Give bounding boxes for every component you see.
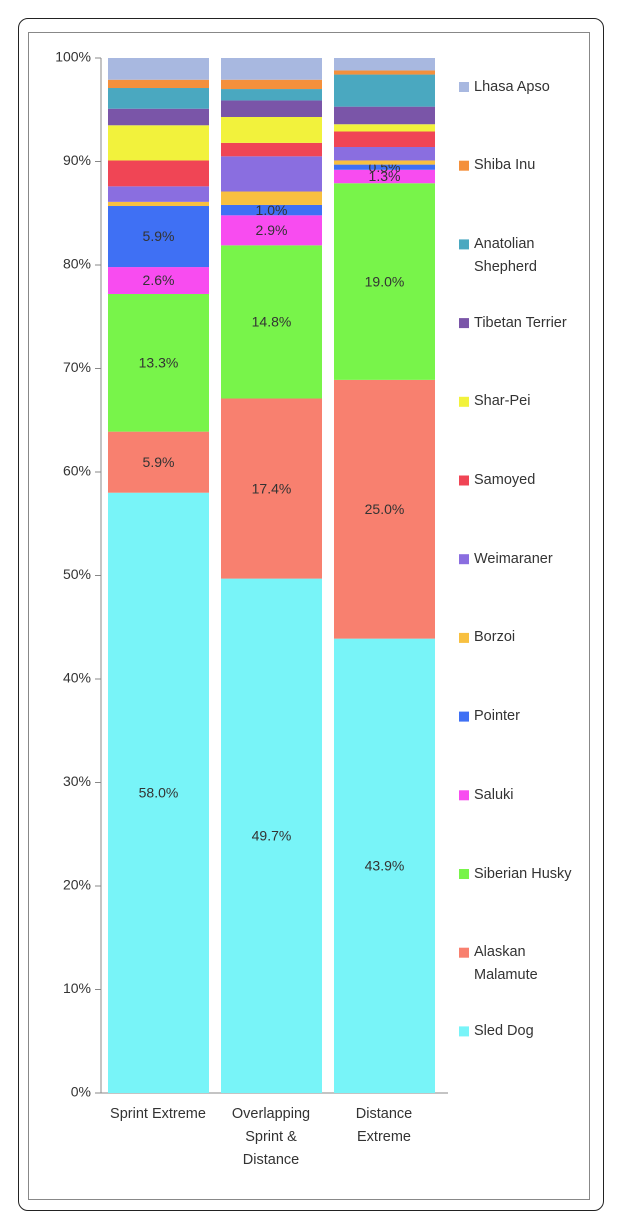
bar-segment bbox=[108, 492, 209, 1093]
legend-swatch bbox=[459, 554, 469, 565]
bar-segment bbox=[221, 204, 322, 216]
value-label: 1.0% bbox=[256, 202, 288, 218]
value-label: 14.8% bbox=[252, 314, 292, 330]
value-label: 25.0% bbox=[365, 501, 405, 517]
legend-label: Samoyed bbox=[474, 472, 536, 488]
legend-swatch bbox=[459, 160, 469, 171]
value-label: 58.0% bbox=[139, 785, 179, 801]
bar-segment bbox=[334, 58, 435, 71]
bar-segment bbox=[334, 160, 435, 165]
bar-segment bbox=[108, 267, 209, 294]
plot-frame bbox=[28, 32, 590, 1200]
bar-segment bbox=[221, 245, 322, 399]
y-tick-label: 10% bbox=[63, 980, 91, 996]
bar-segment bbox=[108, 88, 209, 109]
legend-swatch bbox=[459, 475, 469, 486]
legend-swatch bbox=[459, 869, 469, 879]
bar-segment bbox=[108, 125, 209, 161]
value-label: 2.9% bbox=[256, 222, 288, 238]
bar-segment bbox=[221, 142, 322, 157]
legend-label: Siberian Husky bbox=[474, 865, 572, 882]
y-tick-label: 70% bbox=[63, 359, 91, 375]
legend-label: Sled Dog bbox=[474, 1022, 534, 1039]
bar-segment bbox=[221, 156, 322, 192]
legend-label: Saluki bbox=[474, 786, 514, 803]
bar-segment bbox=[334, 70, 435, 75]
y-tick-label: 50% bbox=[63, 566, 91, 582]
bar-segment bbox=[221, 89, 322, 101]
bar-segment bbox=[108, 293, 209, 432]
y-tick-label: 80% bbox=[63, 256, 91, 272]
value-label: 19.0% bbox=[365, 273, 405, 289]
bar-segment bbox=[108, 431, 209, 493]
bar-segment bbox=[221, 100, 322, 117]
legend-swatch bbox=[459, 947, 469, 958]
value-label: 43.9% bbox=[365, 858, 405, 874]
x-tick-label: Distance Extreme bbox=[355, 1106, 413, 1145]
bar-segment bbox=[108, 201, 209, 207]
legend-swatch bbox=[459, 711, 469, 722]
legend-label: Lhasa Apso bbox=[474, 78, 550, 95]
bar-segment bbox=[221, 215, 322, 246]
y-tick-label: 100% bbox=[55, 49, 91, 65]
bar-segment bbox=[108, 186, 209, 202]
bar-segment bbox=[334, 164, 435, 170]
y-tick-label: 20% bbox=[63, 877, 91, 893]
y-tick-label: 90% bbox=[63, 152, 91, 168]
bar-segment bbox=[221, 578, 322, 1093]
x-tick-label: Overlapping Sprint & Distance bbox=[231, 1106, 311, 1168]
value-label: 2.6% bbox=[143, 272, 175, 288]
bar-segment bbox=[334, 106, 435, 125]
bar-segment bbox=[334, 638, 435, 1093]
bar-segment bbox=[108, 79, 209, 89]
bar-segment bbox=[108, 58, 209, 80]
legend-label: Borzoi bbox=[474, 629, 516, 646]
bar-segment bbox=[221, 116, 322, 143]
bar-segment bbox=[334, 169, 435, 184]
bar-segment bbox=[221, 79, 322, 90]
legend-label: Weimaraner bbox=[474, 550, 553, 567]
bar-segment bbox=[334, 124, 435, 132]
bar-segment bbox=[221, 398, 322, 579]
legend-label: Shiba Inu bbox=[474, 157, 536, 174]
value-label: 49.7% bbox=[252, 828, 292, 844]
legend-swatch bbox=[459, 396, 469, 407]
legend-swatch bbox=[459, 82, 469, 92]
bar-segment bbox=[334, 131, 435, 148]
legend-swatch bbox=[459, 318, 469, 329]
y-tick-label: 60% bbox=[63, 463, 91, 479]
value-label: 1.3% bbox=[369, 168, 401, 184]
legend-label: Tibetan Terrier bbox=[474, 314, 567, 331]
frame bbox=[18, 18, 604, 1211]
bar-segment bbox=[221, 191, 322, 205]
bar-segment bbox=[334, 147, 435, 161]
legend-swatch bbox=[459, 239, 469, 250]
bar-segment bbox=[108, 206, 209, 268]
value-label: 5.9% bbox=[143, 228, 175, 244]
value-label: 13.3% bbox=[139, 355, 179, 371]
legend-swatch bbox=[459, 790, 469, 801]
legend-label: Shar-Pei bbox=[474, 393, 531, 410]
legend-swatch bbox=[459, 1026, 469, 1037]
legend-label: Anatolian Shepherd bbox=[474, 235, 537, 275]
y-tick-label: 0% bbox=[71, 1084, 91, 1100]
legend-label: Pointer bbox=[474, 708, 520, 725]
x-tick-label: Sprint Extreme bbox=[110, 1106, 206, 1122]
y-tick-label: 40% bbox=[63, 670, 91, 686]
legend-label: Alaskan Malamute bbox=[474, 944, 538, 984]
value-label: 17.4% bbox=[252, 480, 292, 496]
bar-segment bbox=[108, 108, 209, 126]
value-label: 5.9% bbox=[143, 454, 175, 470]
legend-swatch bbox=[459, 632, 469, 643]
bar-segment bbox=[334, 74, 435, 107]
bar-segment bbox=[221, 58, 322, 80]
y-tick-label: 30% bbox=[63, 773, 91, 789]
bar-segment bbox=[334, 183, 435, 380]
bar-segment bbox=[108, 160, 209, 187]
bar-segment bbox=[334, 379, 435, 639]
